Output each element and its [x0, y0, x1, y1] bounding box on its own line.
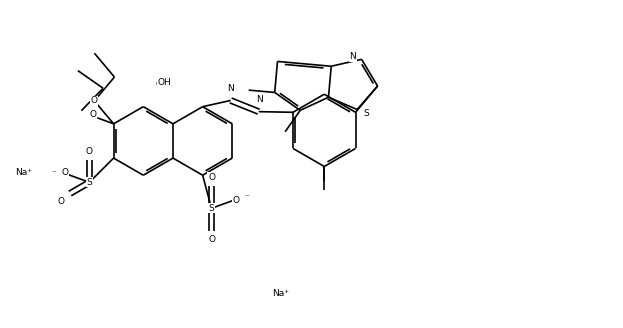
- Text: O: O: [91, 96, 98, 105]
- Text: ⁻: ⁻: [244, 194, 249, 203]
- Text: Na⁺: Na⁺: [272, 289, 289, 298]
- Text: ⁻: ⁻: [51, 169, 55, 178]
- Text: N: N: [227, 84, 234, 93]
- Text: N: N: [350, 52, 356, 61]
- Text: S: S: [209, 204, 214, 213]
- Text: S: S: [87, 178, 92, 187]
- Text: O: O: [86, 147, 93, 156]
- Text: S: S: [363, 109, 369, 118]
- Text: O: O: [208, 173, 215, 182]
- Text: O: O: [58, 197, 65, 206]
- Text: OH: OH: [158, 78, 171, 87]
- Text: O: O: [232, 196, 239, 205]
- Text: Na⁺: Na⁺: [16, 169, 32, 177]
- Text: OH: OH: [156, 80, 169, 89]
- Text: O: O: [208, 235, 215, 244]
- Text: O: O: [90, 110, 97, 119]
- Text: N: N: [256, 95, 263, 104]
- Text: O: O: [62, 168, 69, 177]
